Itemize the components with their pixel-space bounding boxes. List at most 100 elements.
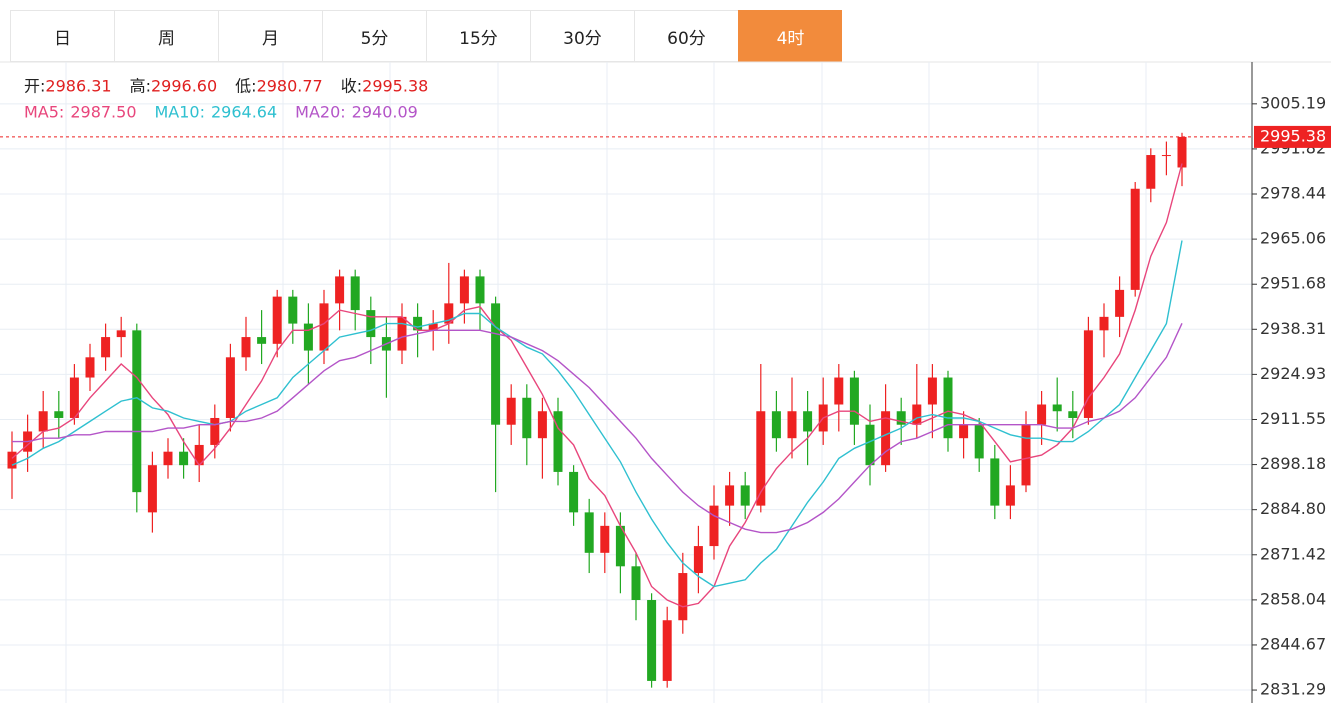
- y-tick-label: 3005.19: [1260, 93, 1326, 112]
- candle-body: [537, 411, 547, 439]
- y-tick-label: 2911.55: [1260, 409, 1326, 428]
- candle-body: [1115, 289, 1125, 317]
- candle-body: [491, 303, 501, 425]
- candle-body: [678, 573, 688, 621]
- candle-body: [241, 337, 251, 358]
- candle-body: [834, 377, 844, 405]
- tab[interactable]: 日: [10, 10, 114, 62]
- legend-name: MA20:: [295, 103, 346, 122]
- candle-body: [506, 397, 516, 425]
- candle-body: [662, 620, 672, 681]
- candle-body: [132, 330, 142, 493]
- candle-body: [428, 323, 438, 331]
- candle-body: [303, 323, 313, 351]
- legend-value: 2940.09: [352, 103, 418, 122]
- legend-name: MA5:: [24, 103, 64, 122]
- candle-body: [865, 424, 875, 466]
- candle-body: [927, 377, 937, 405]
- info-label: 开:: [24, 77, 45, 96]
- candle-body: [693, 546, 703, 574]
- candle-body: [225, 357, 235, 418]
- candle-body: [647, 600, 657, 681]
- ma-line: [11, 163, 1183, 608]
- candle-body: [912, 404, 922, 425]
- y-tick-label: 2871.42: [1260, 544, 1326, 563]
- candle-body: [1083, 330, 1093, 418]
- candle-body: [1052, 404, 1062, 412]
- legend-value: 2964.64: [211, 103, 277, 122]
- tab-bar: 日周月 5分 15分 30分 60分 4时: [10, 10, 842, 62]
- candle-body: [959, 424, 969, 439]
- candle-body: [7, 451, 17, 469]
- candle-body: [1021, 424, 1031, 486]
- candle-body: [943, 377, 953, 439]
- candle-body: [756, 411, 766, 506]
- candle-body: [849, 377, 859, 425]
- candle-body: [1146, 155, 1156, 189]
- ma-line: [11, 240, 1183, 588]
- y-tick-label: 2978.44: [1260, 184, 1326, 203]
- candle-body: [990, 458, 1000, 506]
- candle-body: [803, 411, 813, 432]
- candle-body: [69, 377, 79, 418]
- candle-body: [725, 485, 735, 506]
- candle-body: [163, 451, 173, 466]
- candle-body: [553, 411, 563, 472]
- candle-body: [397, 316, 407, 351]
- tab[interactable]: 月: [218, 10, 322, 62]
- info-label: 收:: [341, 77, 362, 96]
- candle-body: [1099, 316, 1109, 331]
- candle-body: [896, 411, 906, 425]
- legend-name: MA10:: [155, 103, 206, 122]
- info-value: 2986.31: [45, 77, 111, 96]
- candle-body: [194, 444, 204, 466]
- candle-body: [600, 525, 610, 553]
- candle-body: [1177, 136, 1187, 168]
- info-value: 2995.38: [362, 77, 428, 96]
- tab[interactable]: 5分: [322, 10, 426, 62]
- candle-body: [210, 417, 220, 445]
- candle-body: [771, 411, 781, 439]
- candle-body: [881, 411, 891, 466]
- candle-body: [459, 276, 469, 304]
- y-tick-label: 2938.31: [1260, 319, 1326, 338]
- candle-body: [38, 411, 48, 432]
- tab[interactable]: 30分: [530, 10, 634, 62]
- info-value: 2980.77: [257, 77, 323, 96]
- ma-line: [12, 323, 1183, 534]
- candle-body: [101, 337, 111, 358]
- candle-body: [584, 512, 594, 553]
- candle-body: [319, 303, 329, 351]
- candle-body: [1037, 404, 1047, 425]
- candle-body: [366, 310, 376, 338]
- candle-body: [444, 303, 454, 324]
- candle-body: [740, 485, 750, 506]
- candle-body: [288, 296, 298, 324]
- candle-body: [522, 397, 532, 439]
- candle-body: [1130, 188, 1140, 290]
- tab[interactable]: 60分: [634, 10, 738, 62]
- candle-body: [147, 465, 157, 513]
- y-tick-label: 2844.67: [1260, 634, 1326, 653]
- candle-body: [631, 566, 641, 601]
- candle-body: [974, 424, 984, 459]
- tab[interactable]: 周: [114, 10, 218, 62]
- info-label: 低:: [235, 77, 256, 96]
- candle-body: [787, 411, 797, 439]
- candle-body: [85, 357, 95, 378]
- info-value: 2996.60: [151, 77, 217, 96]
- tab[interactable]: 4时: [738, 10, 842, 62]
- candle-body: [1005, 485, 1015, 506]
- candle-body: [257, 337, 267, 344]
- info-label: 高:: [130, 77, 151, 96]
- candle-body: [413, 316, 423, 331]
- candle-body: [1161, 155, 1171, 157]
- candle-body: [350, 276, 360, 311]
- y-tick-label: 2951.68: [1260, 274, 1326, 293]
- candle-body: [179, 451, 189, 466]
- y-tick-label: 2831.29: [1260, 680, 1326, 699]
- candle-body: [335, 276, 345, 304]
- candle-body: [615, 525, 625, 567]
